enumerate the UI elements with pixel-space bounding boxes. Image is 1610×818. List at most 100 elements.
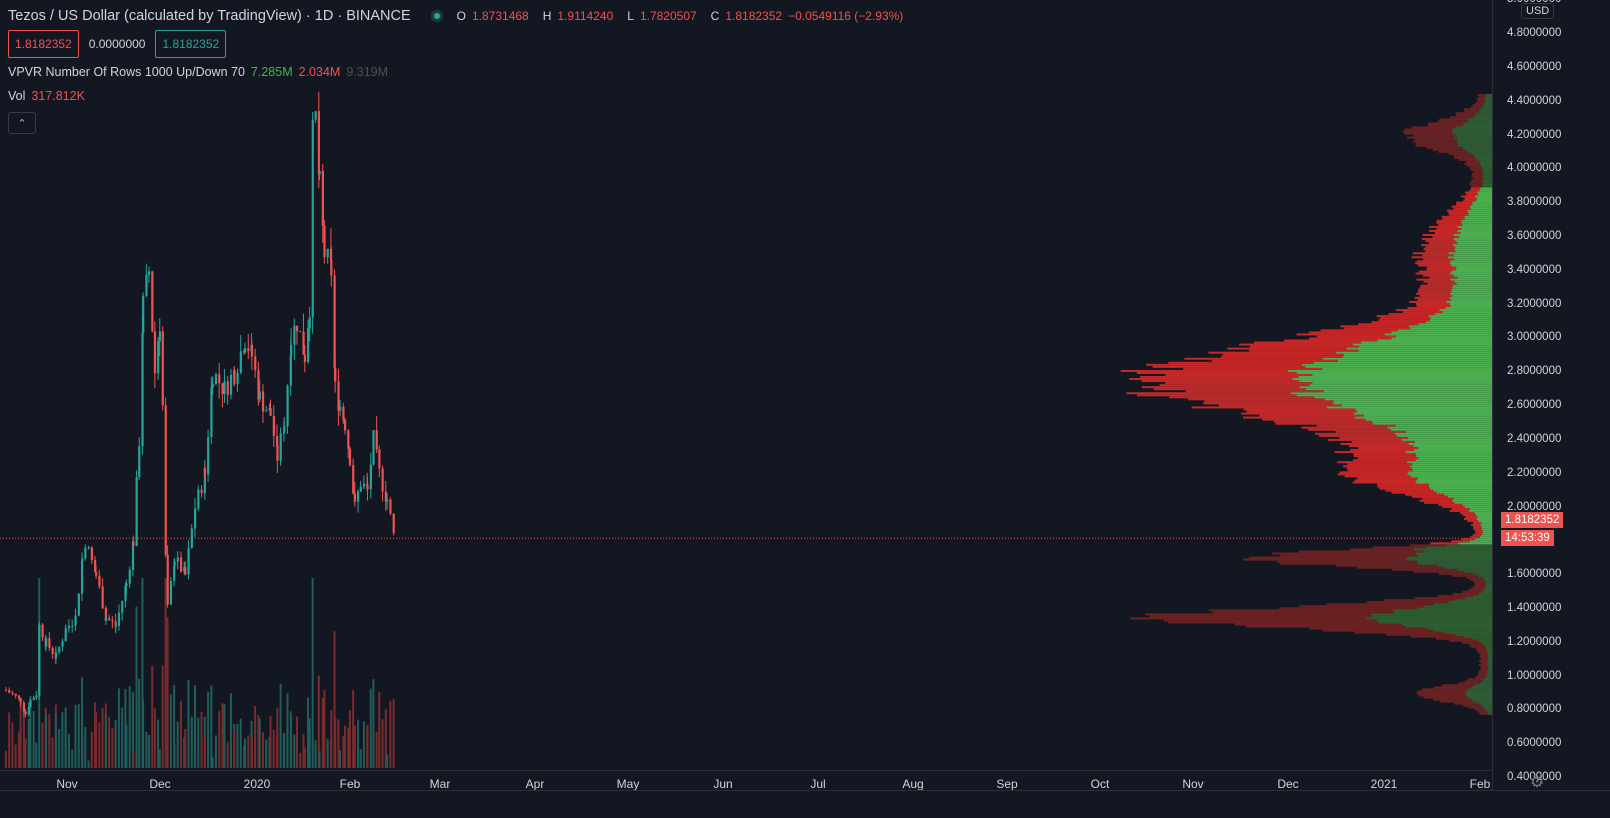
volume-profile-down-row bbox=[1204, 400, 1334, 403]
volume-profile-up-row bbox=[1408, 325, 1492, 328]
candle bbox=[334, 354, 337, 393]
candle bbox=[283, 417, 286, 434]
volume-profile-up-row bbox=[1469, 507, 1492, 510]
volume-bar bbox=[135, 606, 138, 768]
volume-profile-up-row bbox=[1358, 349, 1492, 352]
volume-profile-up-row bbox=[1477, 193, 1492, 196]
volume-profile-down-row bbox=[1471, 179, 1483, 182]
volume-profile-down-row bbox=[1351, 440, 1415, 443]
volume-bar bbox=[64, 707, 67, 768]
volume-bar bbox=[239, 718, 242, 768]
volume-profile-up-row bbox=[1417, 562, 1492, 565]
volume-profile-down-row bbox=[1185, 390, 1324, 393]
volume-profile-down-row bbox=[1354, 479, 1417, 482]
time-axis[interactable]: Nov Dec 2020 Feb Mar Apr May Jun Jul Aug Sep Oct Nov… bbox=[0, 770, 1492, 818]
volume-bar bbox=[194, 755, 197, 768]
volume-profile-down-row bbox=[1479, 660, 1488, 663]
candle bbox=[207, 429, 210, 482]
candle bbox=[108, 614, 111, 621]
volume-bar bbox=[214, 735, 217, 768]
volume-bar bbox=[128, 686, 131, 768]
volume-profile-down-row bbox=[1419, 499, 1453, 502]
volume-bar bbox=[347, 727, 350, 768]
candle bbox=[348, 446, 352, 467]
volume-profile-up-row bbox=[1461, 221, 1492, 224]
volume-bar bbox=[41, 722, 44, 768]
candle bbox=[173, 557, 176, 570]
volume-profile-down-row bbox=[1386, 633, 1455, 636]
volume-profile-up-row bbox=[1301, 363, 1492, 366]
volume-profile-down-row bbox=[1442, 217, 1465, 220]
volume-profile-up-row bbox=[1299, 386, 1492, 389]
volume-profile-down-row bbox=[1243, 558, 1405, 561]
vol-legend[interactable]: Vol 317.812K bbox=[8, 84, 903, 108]
volume-profile-down-row bbox=[1239, 343, 1353, 346]
volume-profile-down-row bbox=[1340, 325, 1409, 328]
volume-profile-up-row bbox=[1394, 611, 1492, 614]
candle bbox=[22, 700, 26, 717]
candle bbox=[35, 690, 38, 701]
candle bbox=[32, 695, 35, 701]
volume-profile-up-row bbox=[1487, 712, 1492, 715]
volume-profile-up-row bbox=[1467, 696, 1492, 699]
candle bbox=[67, 619, 71, 633]
volume-bar bbox=[51, 737, 54, 768]
candle bbox=[369, 452, 372, 499]
volume-profile-down-row bbox=[1429, 225, 1458, 228]
volume-profile-down-row bbox=[1422, 234, 1454, 237]
settings-gear-icon[interactable]: ⚙ bbox=[1530, 774, 1545, 791]
candle bbox=[169, 577, 173, 606]
volume-profile-down-row bbox=[1438, 572, 1474, 575]
volume-bar bbox=[29, 695, 32, 768]
sell-price-button[interactable]: 1.8182352 bbox=[8, 30, 79, 58]
volume-profile-down-row bbox=[1475, 676, 1487, 679]
volume-profile-down-row bbox=[1191, 406, 1327, 409]
symbol-title[interactable]: Tezos / US Dollar (calculated by Trading… bbox=[8, 8, 411, 24]
volume-bar bbox=[378, 691, 381, 768]
vpvr-legend[interactable]: VPVR Number Of Rows 1000 Up/Down 70 7.28… bbox=[8, 60, 903, 84]
volume-profile-up-row bbox=[1486, 674, 1492, 677]
volume-profile-down-row bbox=[1405, 493, 1445, 496]
volume-profile-down-row bbox=[1446, 209, 1468, 212]
volume-profile-up-row bbox=[1482, 680, 1492, 683]
volume-profile-up-row bbox=[1467, 688, 1492, 691]
candle bbox=[135, 470, 138, 547]
volume-bar bbox=[27, 718, 30, 768]
volume-bar bbox=[357, 719, 360, 768]
volume-bar bbox=[124, 688, 127, 768]
volume-profile-up-row bbox=[1305, 365, 1492, 368]
volume-profile-up-row bbox=[1483, 576, 1492, 579]
price-tick: 2.8000000 bbox=[1507, 365, 1562, 378]
volume-profile-down-row bbox=[1249, 349, 1359, 352]
volume-bar bbox=[90, 731, 93, 768]
volume-profile-up-row bbox=[1456, 140, 1492, 143]
volume-profile-down-row bbox=[1417, 298, 1451, 301]
volume-profile-down-row bbox=[1428, 242, 1458, 245]
volume-profile-down-row bbox=[1437, 595, 1473, 598]
candle bbox=[218, 363, 221, 399]
volume-bar bbox=[359, 748, 362, 768]
volume-profile-up-row bbox=[1415, 481, 1492, 484]
candle bbox=[318, 149, 321, 180]
volume-profile-up-row bbox=[1408, 436, 1492, 439]
volume-profile-up-row bbox=[1411, 475, 1492, 478]
price-axis[interactable]: 5.0000000 4.8000000 4.6000000 4.4000000 4.20… bbox=[1492, 0, 1610, 790]
buy-price-button[interactable]: 1.8182352 bbox=[155, 30, 227, 58]
volume-profile-up-row bbox=[1447, 495, 1492, 498]
volume-profile-up-row bbox=[1475, 513, 1492, 516]
collapse-legend-button[interactable]: ⌃ bbox=[8, 112, 36, 134]
market-status-icon bbox=[430, 10, 443, 22]
volume-profile-down-row bbox=[1420, 284, 1453, 287]
time-tick: Oct bbox=[1090, 777, 1110, 791]
currency-button[interactable]: USD bbox=[1521, 3, 1555, 19]
volume-profile-down-row bbox=[1262, 418, 1366, 421]
candle bbox=[239, 334, 242, 375]
volume-profile-up-row bbox=[1309, 384, 1492, 387]
volume-profile-up-row bbox=[1471, 686, 1492, 689]
candle bbox=[330, 246, 333, 287]
volume-bar bbox=[254, 705, 257, 768]
volume-bar bbox=[236, 723, 239, 768]
volume-profile-up-row bbox=[1487, 660, 1492, 663]
volume-bar bbox=[164, 578, 167, 768]
